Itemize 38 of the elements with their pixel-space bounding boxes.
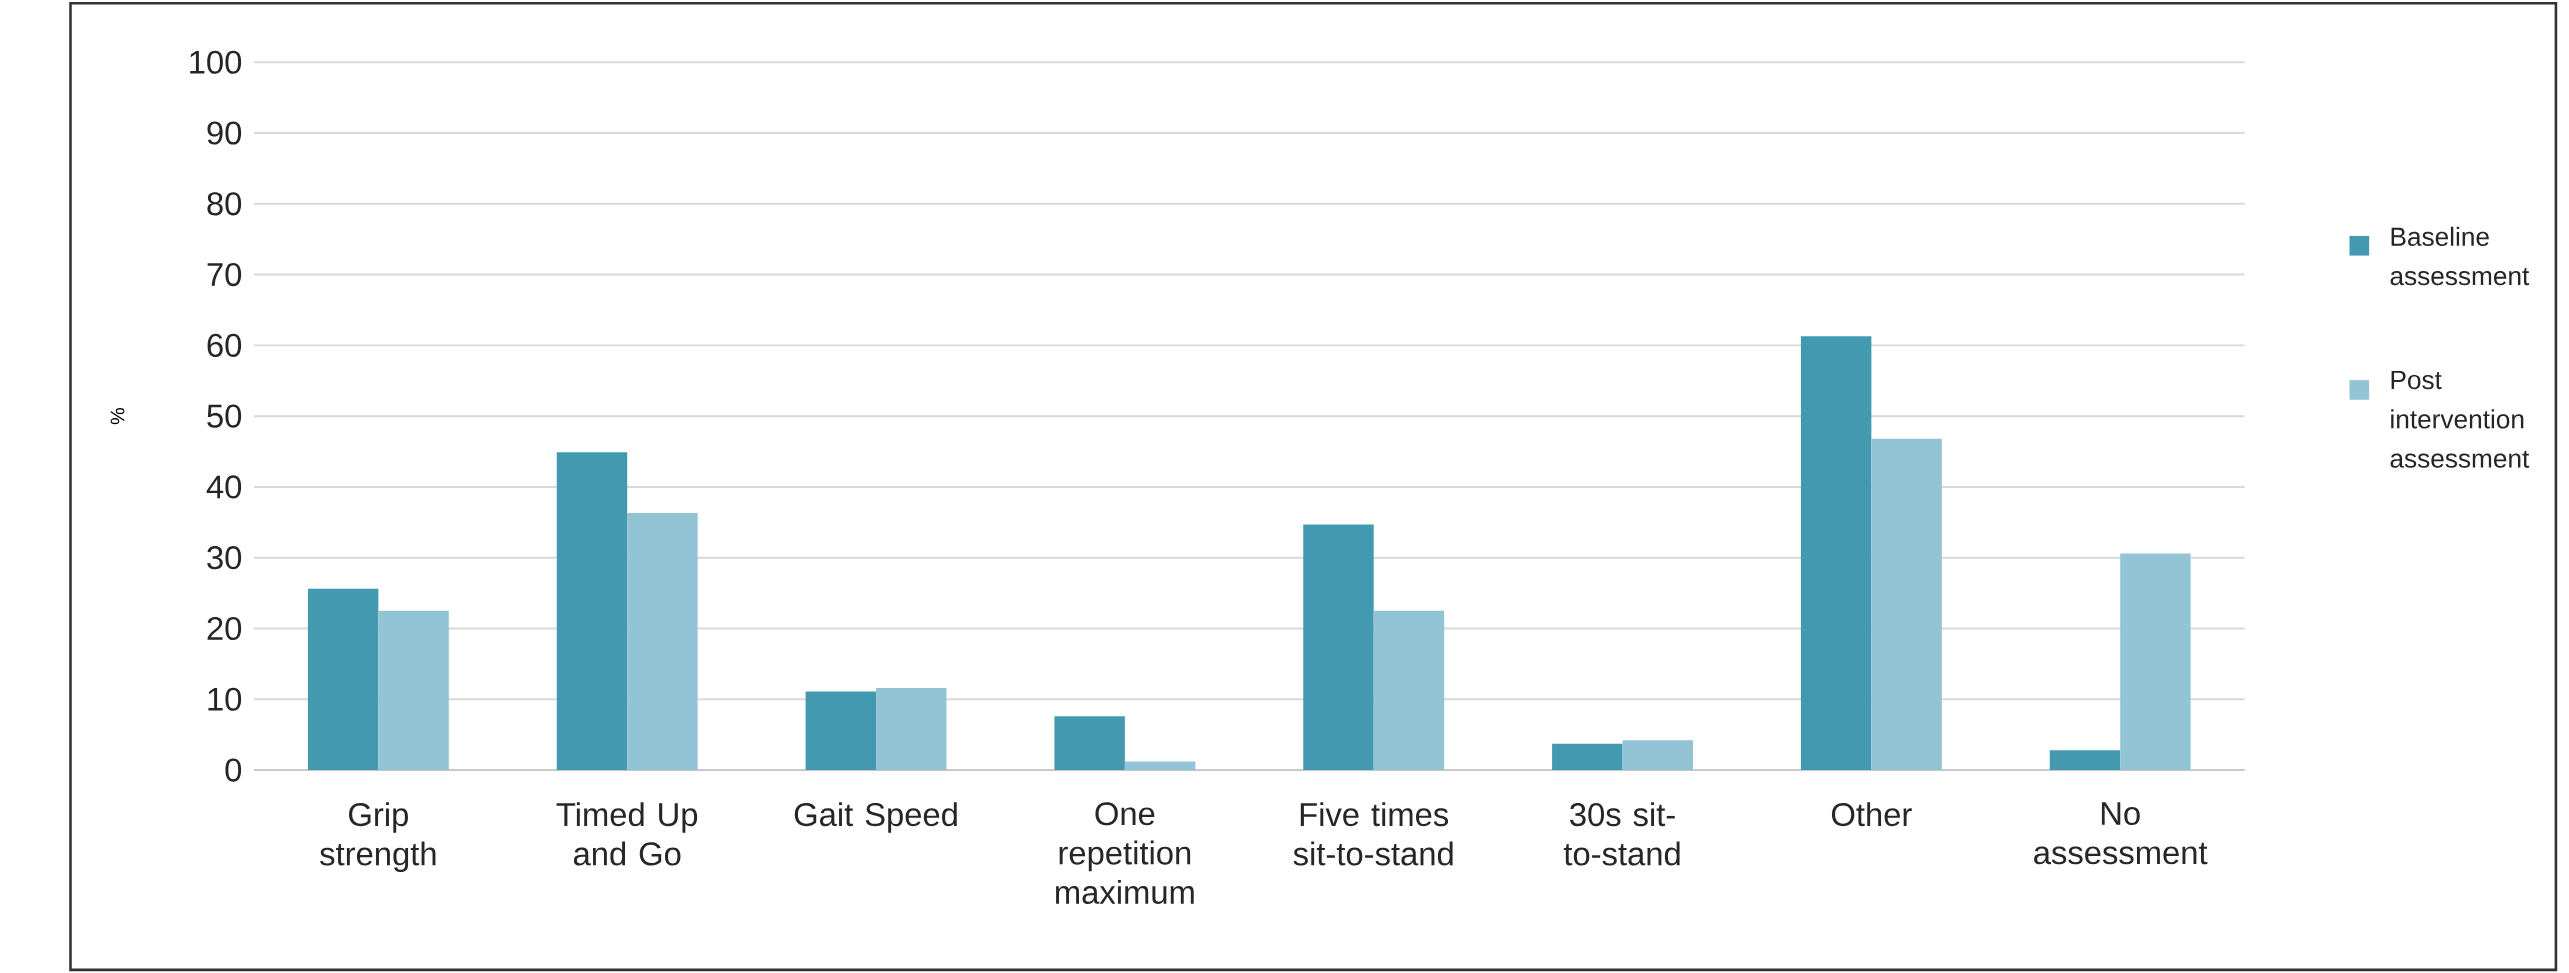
bar bbox=[1622, 740, 1693, 770]
y-tick-label: 50 bbox=[207, 404, 242, 428]
y-axis-title: % bbox=[110, 407, 125, 425]
bar bbox=[307, 588, 379, 770]
y-tick-label: 100 bbox=[190, 50, 242, 74]
bar bbox=[876, 687, 947, 770]
x-tick-label: Grip strength bbox=[320, 802, 436, 872]
bar bbox=[2049, 750, 2121, 770]
bar bbox=[1800, 336, 1872, 770]
bar bbox=[1054, 716, 1125, 770]
x-tick-label: One repetition maximum bbox=[1056, 802, 1194, 904]
bar bbox=[1373, 610, 1445, 770]
y-tick-label: 40 bbox=[206, 475, 242, 499]
bar bbox=[2120, 553, 2191, 770]
y-tick-label: 60 bbox=[207, 333, 242, 357]
bar bbox=[627, 513, 698, 770]
bar bbox=[1303, 524, 1374, 770]
y-tick-label: 20 bbox=[207, 616, 242, 640]
x-tick-label: Timed Up and Go bbox=[556, 802, 698, 866]
bar bbox=[378, 610, 449, 770]
legend-label: Baseline assessment bbox=[2390, 226, 2530, 286]
y-tick-label: 10 bbox=[208, 687, 242, 711]
x-tick-label: Gait Speed bbox=[794, 802, 957, 833]
y-tick-label: 90 bbox=[207, 121, 242, 145]
x-tick-label: Five times sit-to-stand bbox=[1293, 802, 1453, 866]
bar bbox=[556, 452, 628, 770]
x-tick-label: No assessment bbox=[2034, 802, 2208, 865]
bar bbox=[1871, 438, 1942, 770]
bar bbox=[1552, 743, 1623, 770]
y-tick-label: 70 bbox=[207, 262, 242, 287]
x-tick-label: Other bbox=[1831, 802, 1912, 827]
bar bbox=[1124, 761, 1196, 770]
y-tick-label: 0 bbox=[225, 758, 242, 782]
y-tick-label: 30 bbox=[207, 546, 242, 570]
legend-label: Post intervention assessment bbox=[2390, 370, 2530, 468]
bar bbox=[805, 691, 877, 770]
y-tick-label: 80 bbox=[207, 192, 242, 216]
x-tick-label: 30s sit-to-stand bbox=[1563, 802, 1680, 866]
